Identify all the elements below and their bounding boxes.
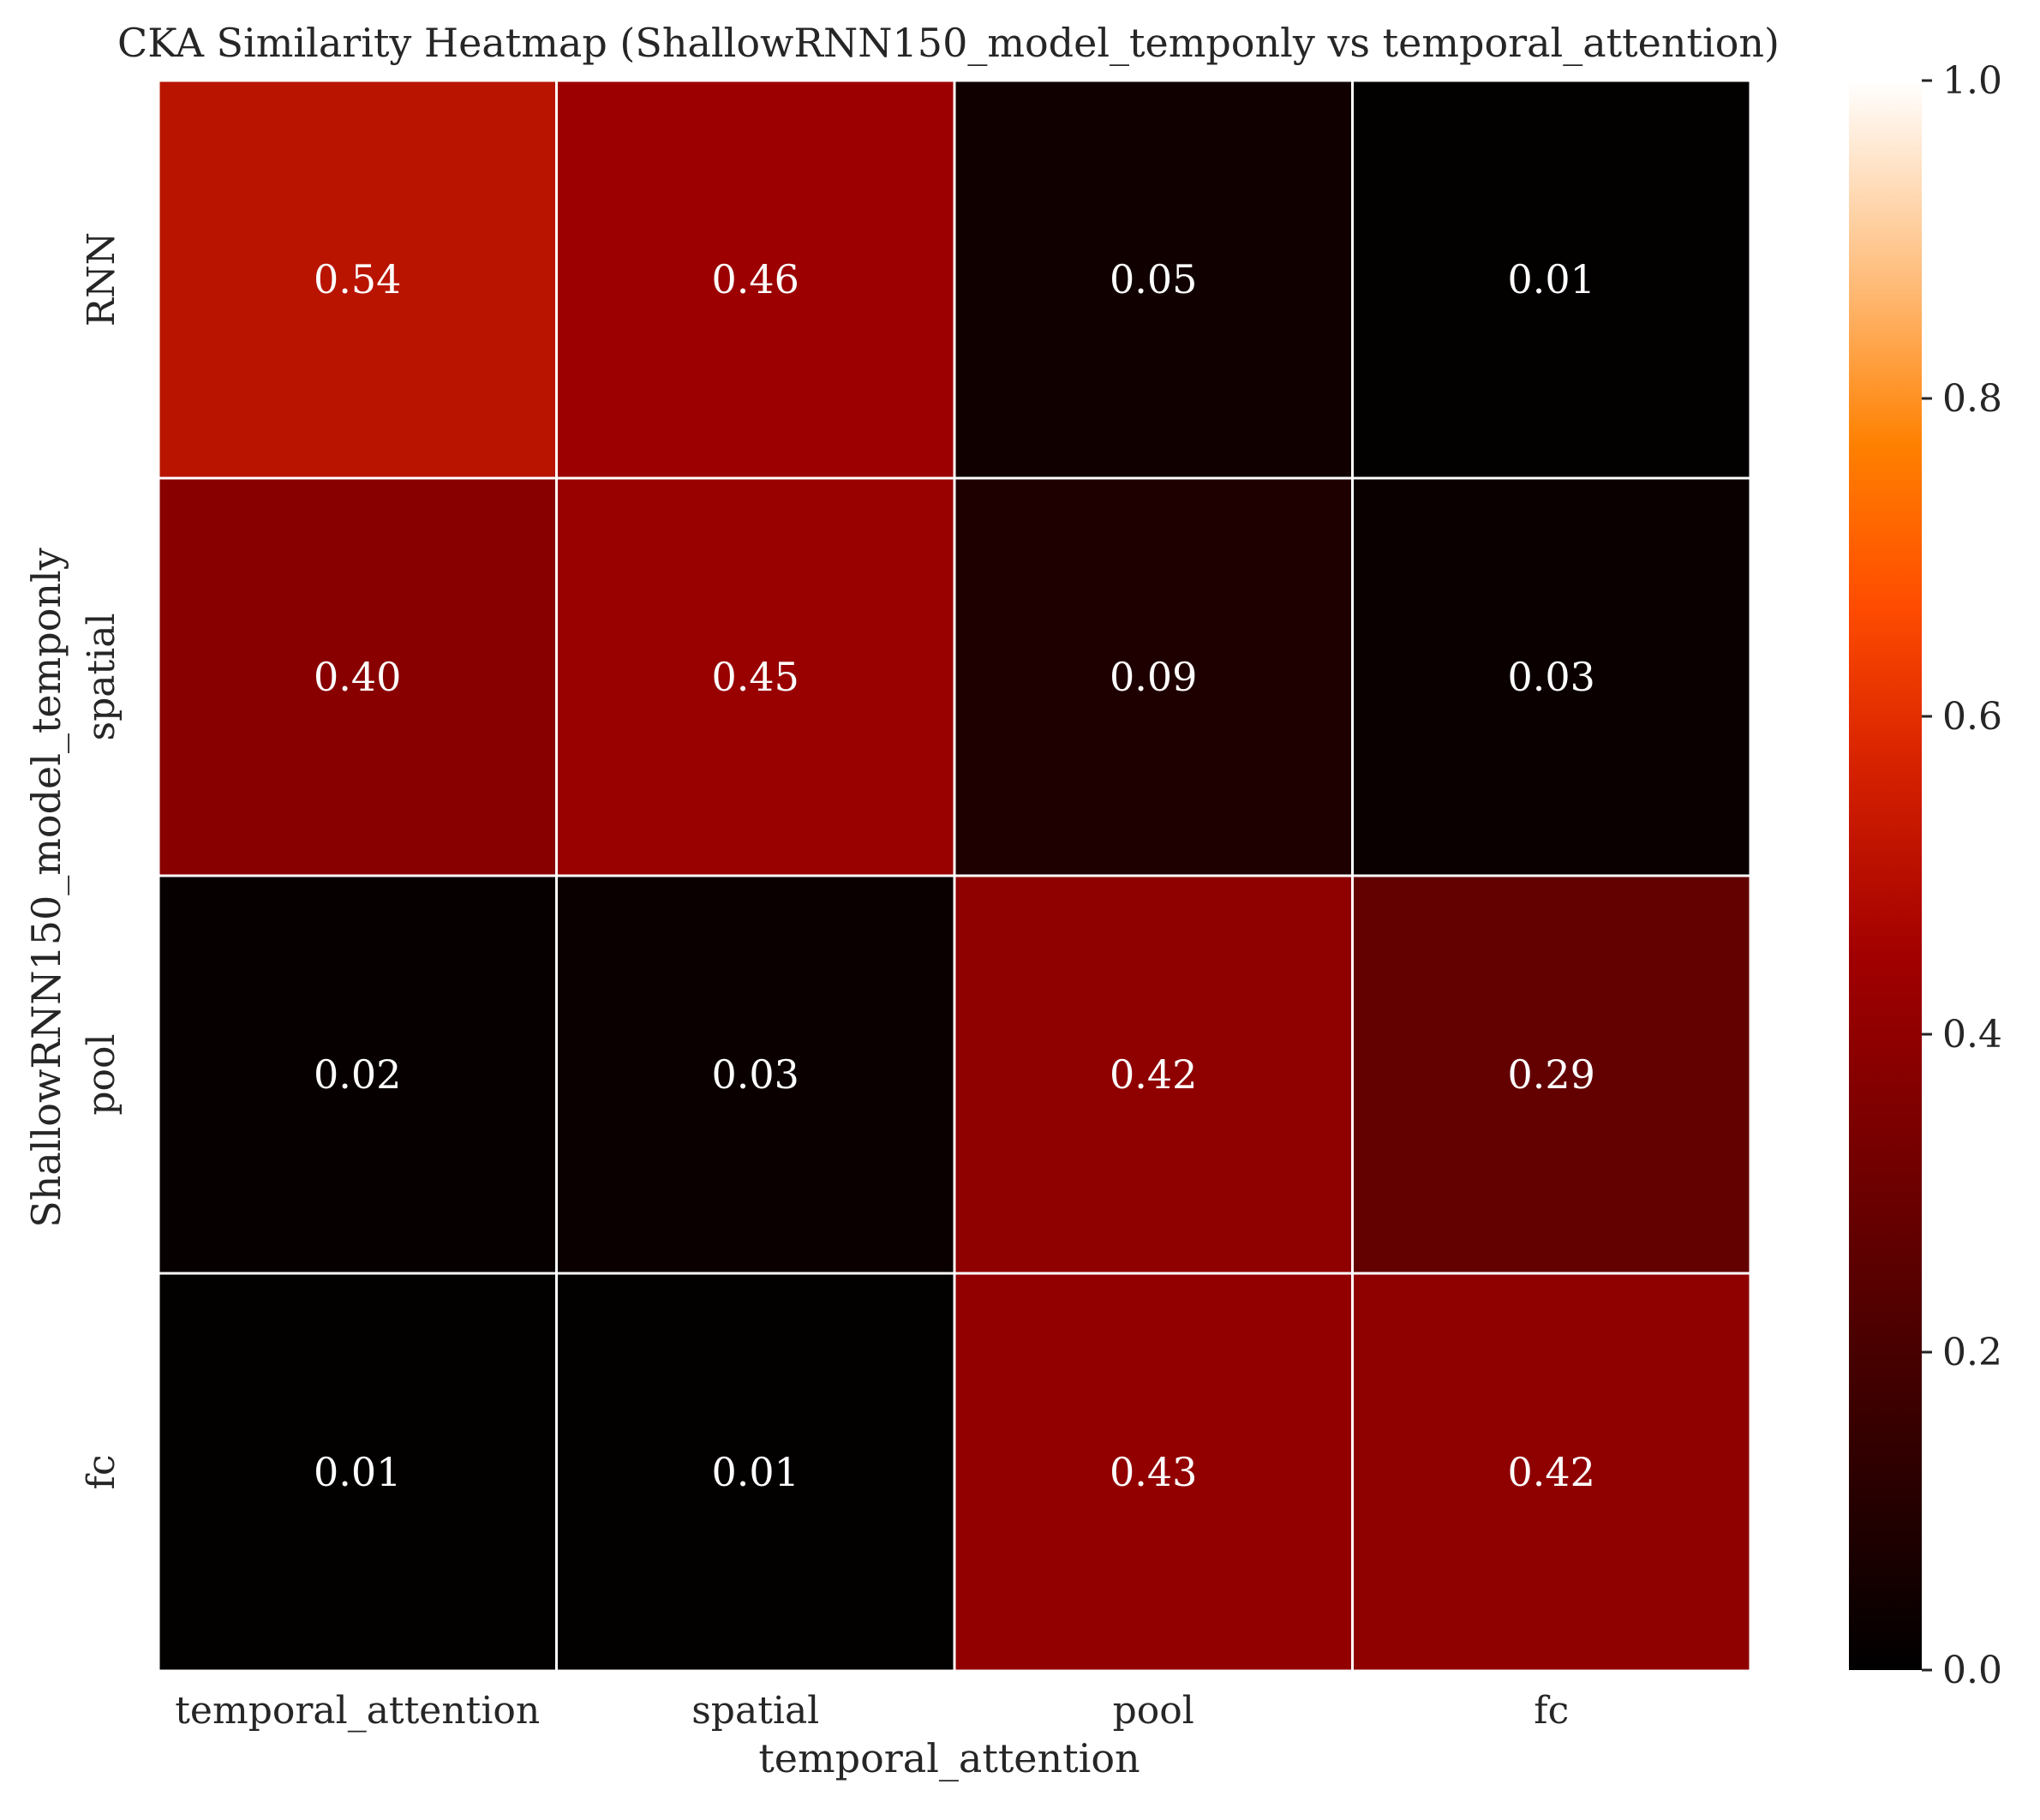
heatmap-cell-value: 0.05 [1110, 256, 1197, 302]
heatmap-cell-value: 0.02 [314, 1051, 401, 1098]
heatmap-cell [953, 1272, 1354, 1673]
x-tick-label: spatial [691, 1689, 819, 1733]
heatmap-cell [953, 476, 1354, 877]
y-axis-tick-labels: RNN spatial pool fc [80, 232, 123, 1490]
heatmap-cell [1351, 79, 1752, 480]
heatmap-cell [157, 476, 558, 877]
heatmap-cell [555, 874, 956, 1275]
y-axis-label: ShallowRNN150_model_temponly [23, 548, 69, 1227]
heatmap-cell-value: 0.54 [314, 256, 401, 302]
x-tick-label: fc [1534, 1689, 1569, 1733]
heatmap-cell-value: 0.42 [1110, 1051, 1197, 1098]
heatmap-cell [1351, 1272, 1752, 1673]
heatmap-cell-value: 0.01 [712, 1449, 799, 1495]
heatmap-cell-value: 0.43 [1110, 1449, 1197, 1495]
heatmap-cell [555, 476, 956, 877]
colorbar [1849, 81, 1922, 1670]
y-tick-label: RNN [80, 232, 123, 326]
colorbar-tick-label: 0.4 [1942, 1013, 2002, 1057]
heatmap-cell [157, 1272, 558, 1673]
x-axis-tick-labels: temporal_attention spatial pool fc [175, 1689, 1569, 1733]
colorbar-ticks: 0.0 0.2 0.4 0.6 0.8 1.0 [1922, 59, 2002, 1692]
heatmap-cell [555, 79, 956, 480]
heatmap-cell-value: 0.40 [314, 654, 401, 700]
heatmap-cell-value: 0.45 [712, 654, 799, 700]
heatmap-cell [157, 79, 558, 480]
heatmap-cell [1351, 476, 1752, 877]
heatmap-cell-value: 0.03 [1508, 654, 1595, 700]
heatmap-value-labels: 0.54 0.46 0.05 0.01 0.40 0.45 0.09 0.03 0.02 0.03… [314, 256, 1595, 1495]
heatmap-cell-value: 0.03 [712, 1051, 799, 1098]
heatmap-cell [1351, 874, 1752, 1275]
heatmap-cell-value: 0.01 [1508, 256, 1595, 302]
x-axis-label: temporal_attention [758, 1735, 1140, 1781]
x-tick-label: pool [1113, 1689, 1194, 1733]
y-tick-label: fc [80, 1455, 123, 1490]
heatmap-cell-value: 0.42 [1508, 1449, 1595, 1495]
x-tick-label: temporal_attention [175, 1689, 540, 1733]
y-tick-label: pool [80, 1033, 123, 1115]
heatmap-cell-value: 0.09 [1110, 654, 1197, 700]
y-tick-label: spatial [80, 613, 123, 740]
heatmap-cell [953, 79, 1354, 480]
heatmap-cell [555, 1272, 956, 1673]
colorbar-tick-label: 0.2 [1942, 1331, 2002, 1374]
heatmap-cell-value: 0.29 [1508, 1051, 1595, 1098]
colorbar-tick-label: 1.0 [1942, 59, 2002, 103]
colorbar-tick-label: 0.0 [1942, 1649, 2002, 1692]
chart-title: CKA Similarity Heatmap (ShallowRNN150_mo… [117, 20, 1780, 66]
heatmap-cell-value: 0.46 [712, 256, 799, 302]
colorbar-tick-label: 0.8 [1942, 377, 2002, 421]
heatmap-cell-value: 0.01 [314, 1449, 401, 1495]
colorbar-tick-label: 0.6 [1942, 695, 2002, 739]
heatmap-cells [157, 79, 1752, 1673]
